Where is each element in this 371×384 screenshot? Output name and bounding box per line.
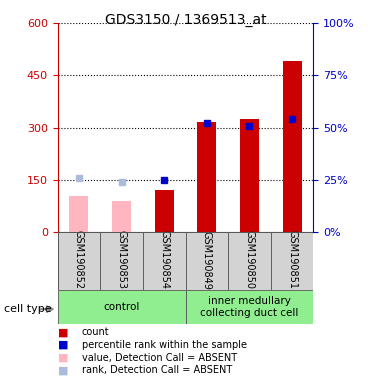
Bar — [143, 232, 186, 290]
Bar — [58, 290, 186, 324]
Bar — [155, 190, 174, 232]
Text: ■: ■ — [58, 327, 68, 337]
Text: cell type: cell type — [4, 304, 51, 314]
Text: GSM190849: GSM190849 — [202, 230, 212, 290]
Text: value, Detection Call = ABSENT: value, Detection Call = ABSENT — [82, 353, 237, 362]
Bar — [112, 201, 131, 232]
Text: GSM190851: GSM190851 — [287, 230, 297, 290]
Bar — [186, 232, 228, 290]
Text: percentile rank within the sample: percentile rank within the sample — [82, 340, 247, 350]
Bar — [58, 232, 100, 290]
Text: GSM190850: GSM190850 — [244, 230, 255, 290]
Text: ■: ■ — [58, 340, 68, 350]
Bar — [271, 232, 313, 290]
Text: inner medullary
collecting duct cell: inner medullary collecting duct cell — [200, 296, 299, 318]
Bar — [197, 122, 216, 232]
Bar — [69, 196, 88, 232]
Text: count: count — [82, 327, 109, 337]
Text: GSM190854: GSM190854 — [159, 230, 169, 290]
Bar — [100, 232, 143, 290]
Text: ■: ■ — [58, 365, 68, 375]
Bar — [186, 290, 313, 324]
Bar — [240, 119, 259, 232]
Text: rank, Detection Call = ABSENT: rank, Detection Call = ABSENT — [82, 365, 232, 375]
Bar — [228, 232, 271, 290]
Text: control: control — [103, 302, 140, 312]
Text: GDS3150 / 1369513_at: GDS3150 / 1369513_at — [105, 13, 266, 27]
Text: GSM190853: GSM190853 — [116, 230, 127, 290]
Text: GSM190852: GSM190852 — [74, 230, 84, 290]
Bar — [283, 61, 302, 232]
Text: ■: ■ — [58, 353, 68, 362]
